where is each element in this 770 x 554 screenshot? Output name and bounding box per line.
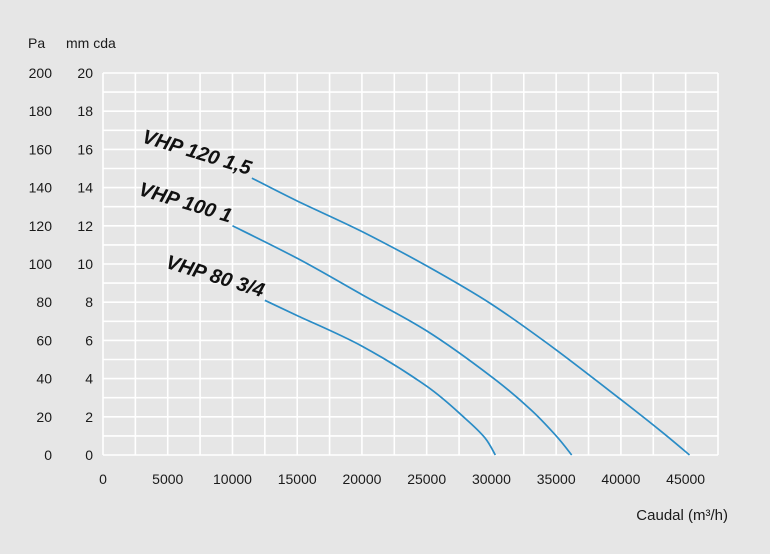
y-tick-label-pa: 140 <box>29 180 53 196</box>
x-axis-label: Caudal (m³/h) <box>636 507 728 524</box>
y-tick-label-pa: 100 <box>29 256 53 272</box>
y-tick-label-mmcda: 0 <box>85 447 93 463</box>
y-tick-label-mmcda: 16 <box>77 141 93 157</box>
y-tick-label-pa: 180 <box>29 103 53 119</box>
y-tick-label-mmcda: 10 <box>77 256 93 272</box>
x-tick-label: 30000 <box>472 471 511 487</box>
x-tick-label: 35000 <box>537 471 576 487</box>
y-tick-label-mmcda: 14 <box>77 180 93 196</box>
grid <box>102 72 719 456</box>
series-line-vhp-120-1-5 <box>251 177 691 456</box>
y-tick-label-pa: 0 <box>44 447 52 463</box>
series-line-vhp-100-1 <box>232 225 573 456</box>
y-tick-label-mmcda: 12 <box>77 218 93 234</box>
y-tick-label-mmcda: 4 <box>85 371 93 387</box>
y-tick-label-mmcda: 2 <box>85 409 93 425</box>
x-tick-labels: 0 5000 10000 15000 20000 25000 30000 35000 40000… <box>99 471 705 487</box>
x-tick-label: 0 <box>99 471 107 487</box>
y-tick-labels: 0 0 20 2 40 4 60 6 80 8 100 10 120 12 140 14 160 16 180 18 2… <box>29 65 94 463</box>
y-tick-label-mmcda: 18 <box>77 103 93 119</box>
x-tick-label: 45000 <box>666 471 705 487</box>
y-tick-label-mmcda: 20 <box>77 65 93 81</box>
y-tick-label-pa: 80 <box>36 294 52 310</box>
series-line-vhp-80-3-4 <box>264 299 497 456</box>
y-tick-label-pa: 200 <box>29 65 53 81</box>
y-tick-label-mmcda: 6 <box>85 332 93 348</box>
y-tick-label-mmcda: 8 <box>85 294 93 310</box>
x-tick-label: 20000 <box>342 471 381 487</box>
x-tick-label: 40000 <box>601 471 640 487</box>
y-tick-label-pa: 60 <box>36 332 52 348</box>
y-tick-label-pa: 20 <box>36 409 52 425</box>
x-tick-label: 5000 <box>152 471 183 487</box>
y-tick-label-pa: 120 <box>29 218 53 234</box>
x-tick-label: 10000 <box>213 471 252 487</box>
y-unit-label-mmcda: mm cda <box>66 35 116 51</box>
x-tick-label: 15000 <box>278 471 317 487</box>
y-unit-label-pa: Pa <box>28 35 45 51</box>
y-tick-label-pa: 160 <box>29 141 53 157</box>
y-tick-label-pa: 40 <box>36 371 52 387</box>
x-tick-label: 25000 <box>407 471 446 487</box>
